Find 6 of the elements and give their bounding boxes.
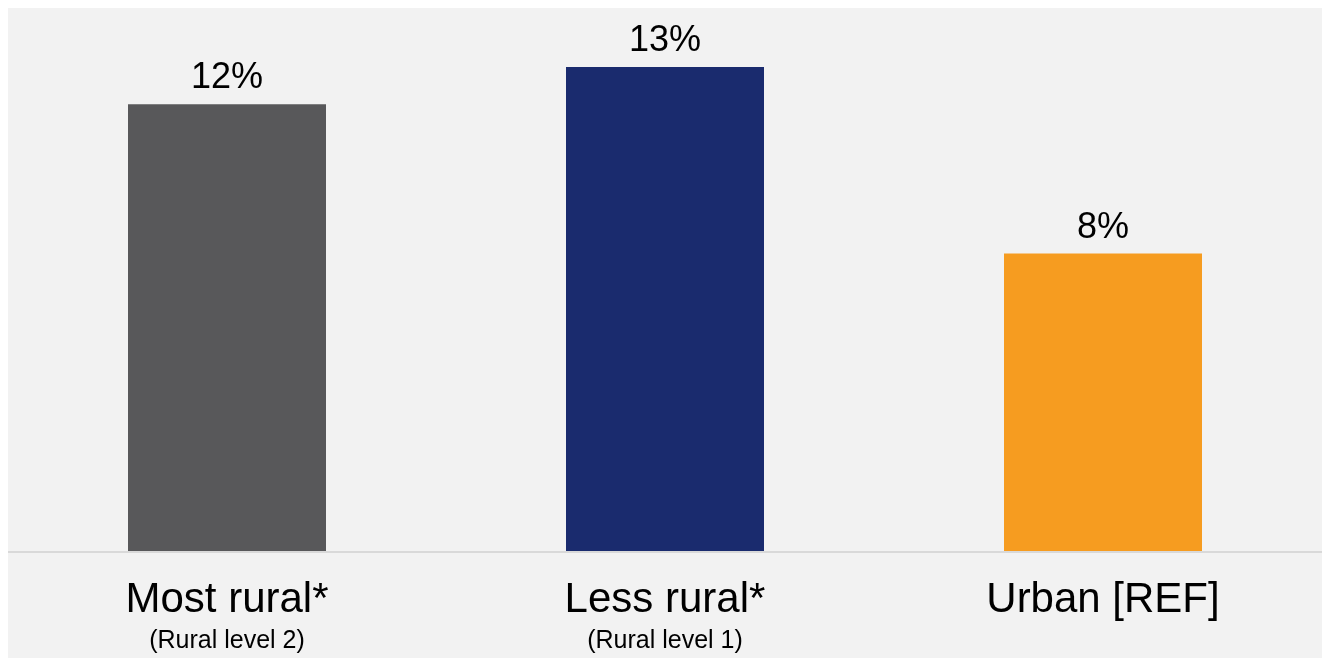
data-label: 12% — [190, 55, 264, 97]
data-label: 8% — [1076, 204, 1130, 246]
data-label: 13% — [628, 18, 702, 59]
x-tick-label: Most rural* (Rural level 2) — [125, 574, 329, 653]
x-tick-label: Less rural* (Rural level 1) — [564, 574, 766, 653]
x-tick-label: Urban [REF] — [986, 574, 1220, 621]
